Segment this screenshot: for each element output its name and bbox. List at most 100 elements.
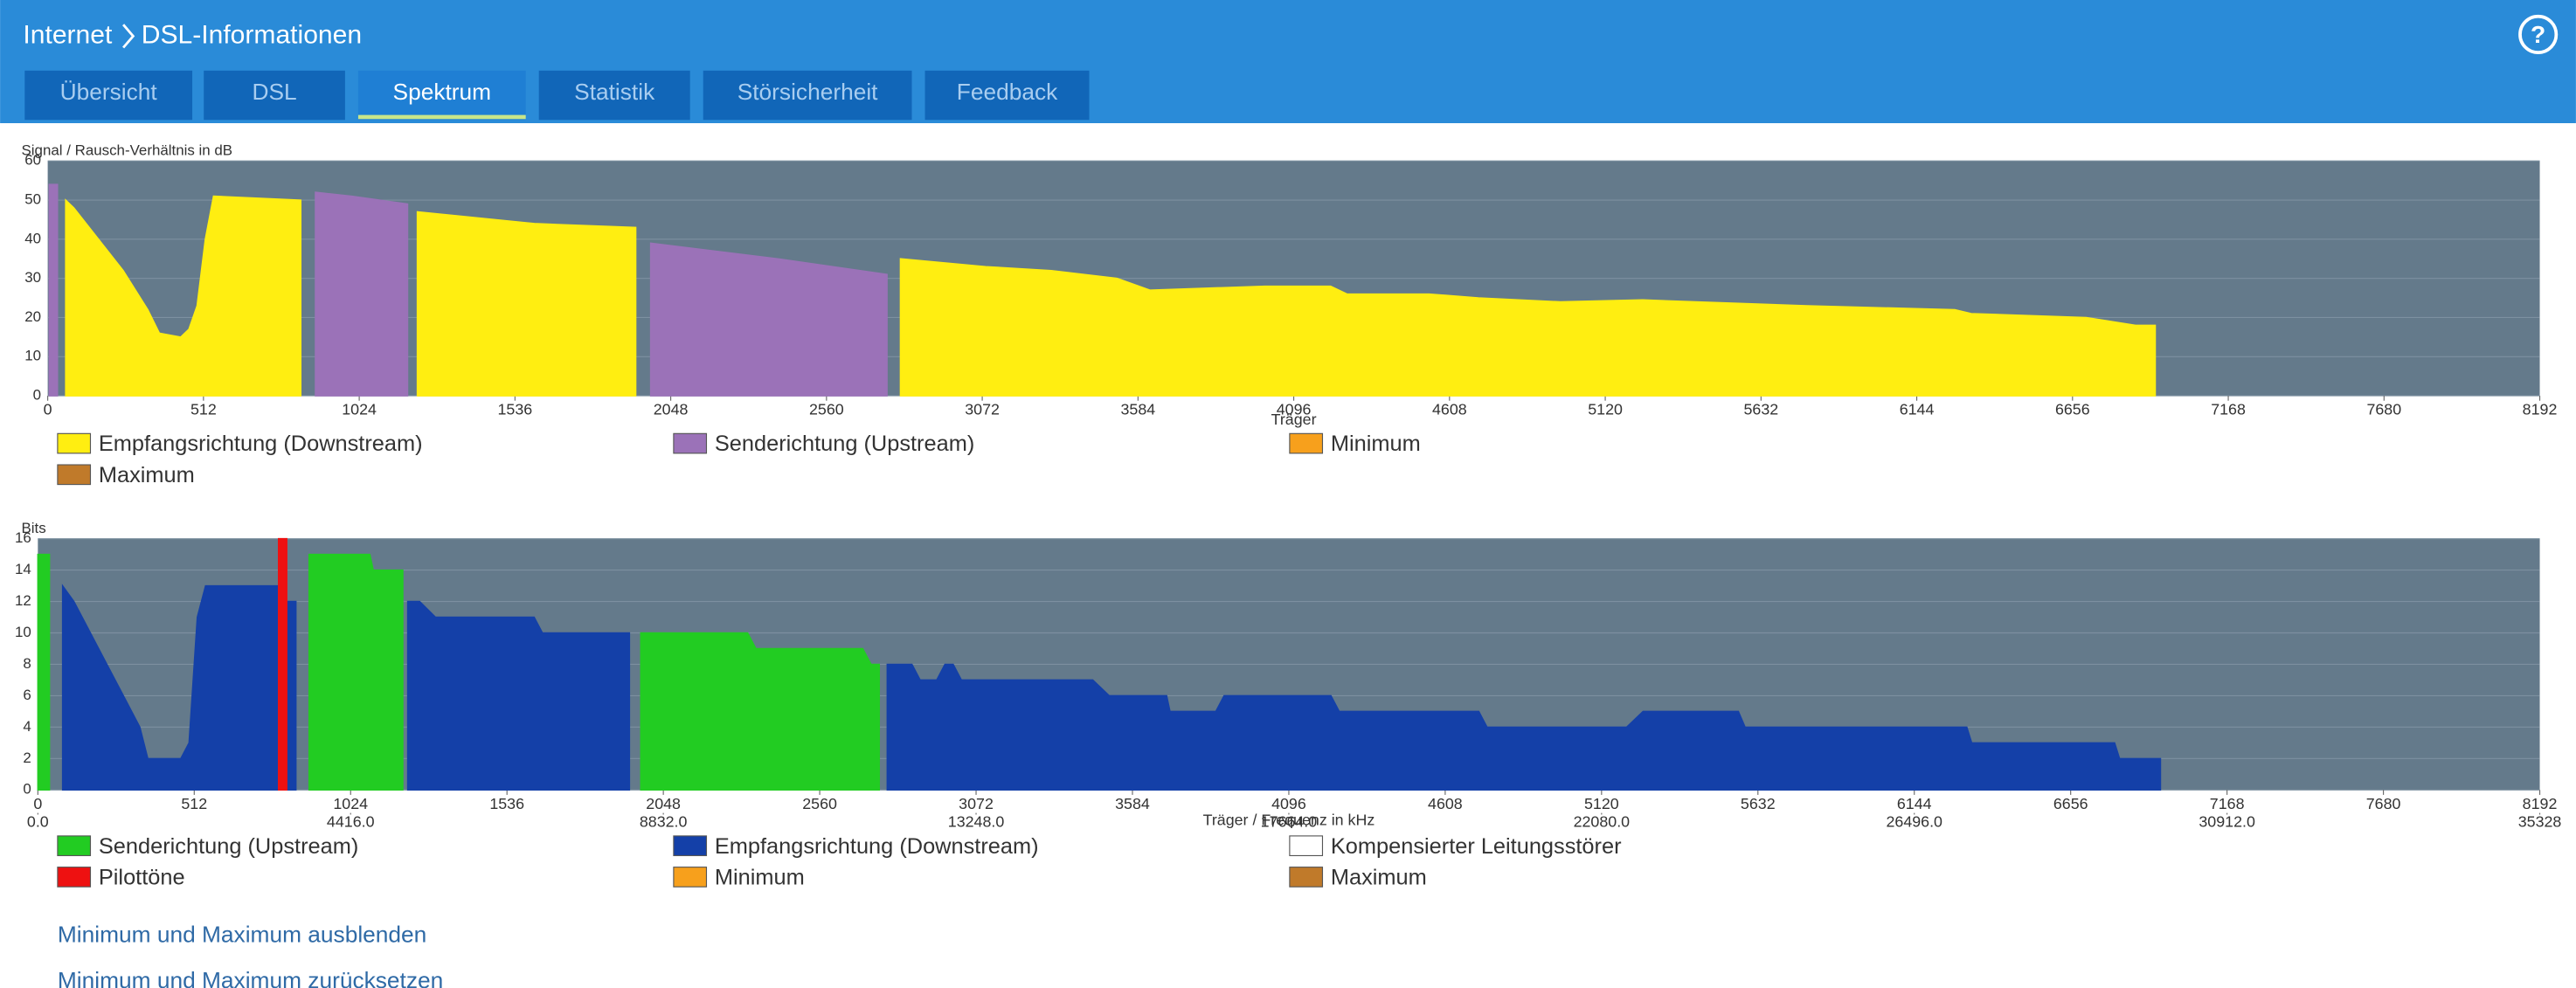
x-tick-label: 2560 — [809, 401, 844, 418]
x2-tick-label: 8832.0 — [640, 813, 688, 831]
x-tick-label: 2048 — [646, 795, 681, 812]
tab[interactable] — [703, 70, 912, 121]
legend-swatch — [673, 432, 708, 454]
x-tick-label: 512 — [181, 795, 207, 812]
x2-tick-label: 0.0 — [27, 813, 49, 831]
x-tick-label: 5632 — [1741, 795, 1776, 812]
x-tick-label: 8192 — [2523, 401, 2558, 418]
x-tick-label: 5632 — [1743, 401, 1778, 418]
x-tick-label: 5120 — [1584, 795, 1619, 812]
help-label[interactable]: ? — [2531, 20, 2545, 48]
legend-label: Maximum — [99, 463, 195, 487]
x-tick-label: 0 — [33, 795, 42, 812]
legend-label: Kompensierter Leitungsstörer — [1331, 834, 1622, 859]
help-icon[interactable] — [2518, 14, 2559, 55]
legend-swatch — [57, 432, 92, 454]
page-title: DSL-Informationen — [142, 20, 362, 49]
legend-swatch — [1289, 867, 1324, 888]
y-axis-label: Signal / Rausch-Verhältnis in dB — [22, 142, 233, 158]
x-tick-label: 6144 — [1900, 401, 1935, 418]
legend-label: Senderichtung (Upstream) — [715, 432, 974, 456]
x-tick-label: 7168 — [2210, 795, 2245, 812]
x-axis-label: Träger / Frequenz in kHz — [1203, 812, 1375, 829]
x-tick-label: 4608 — [1432, 401, 1467, 418]
series-area — [277, 537, 287, 791]
x-tick-label: 1024 — [342, 401, 377, 418]
tab-label[interactable]: Übersicht — [60, 79, 158, 105]
y-tick-label: 12 — [15, 592, 31, 609]
x-axis-label: Träger — [1271, 411, 1317, 428]
legend-label: Empfangsrichtung (Downstream) — [715, 834, 1039, 859]
y-tick-label: 8 — [23, 655, 31, 672]
legend-label: Pilottöne — [99, 865, 185, 889]
legend-swatch — [673, 867, 708, 888]
breadcrumb[interactable]: Internet — [23, 20, 113, 49]
x-tick-label: 1536 — [497, 401, 532, 418]
x2-tick-label: 30912.0 — [2199, 813, 2255, 831]
tab[interactable] — [357, 70, 526, 121]
legend-swatch — [1289, 835, 1324, 857]
x-tick-label: 7168 — [2211, 401, 2246, 418]
legend-label: Minimum — [1331, 432, 1421, 456]
x-tick-label: 4096 — [1277, 401, 1312, 418]
legend-label: Maximum — [1331, 865, 1427, 889]
x-tick-label: 1024 — [333, 795, 368, 812]
x-tick-label: 3584 — [1115, 795, 1150, 812]
legend-swatch — [673, 835, 708, 857]
tab[interactable] — [24, 70, 193, 121]
x-tick-label: 4096 — [1271, 795, 1306, 812]
x-tick-label: 7680 — [2366, 401, 2401, 418]
tab-label[interactable]: DSL — [252, 79, 296, 105]
tab-underline — [357, 114, 526, 120]
tab-label[interactable]: Statistik — [574, 79, 655, 105]
x-tick-label: 512 — [190, 401, 217, 418]
x2-tick-label: 35328 — [2518, 813, 2562, 831]
x-tick-label: 3072 — [965, 401, 1000, 418]
tab-label[interactable]: Spektrum — [393, 79, 492, 105]
y-tick-label: 2 — [23, 750, 31, 766]
legend-swatch — [1289, 432, 1324, 454]
x-tick-label: 1536 — [489, 795, 524, 812]
y-tick-label: 14 — [15, 561, 31, 577]
y-tick-label: 16 — [15, 529, 31, 546]
x-tick-label: 4608 — [1428, 795, 1463, 812]
x-tick-label: 6656 — [2053, 795, 2088, 812]
tab[interactable] — [204, 70, 345, 121]
x-tick-label: 6656 — [2055, 401, 2090, 418]
legend-label: Senderichtung (Upstream) — [99, 834, 358, 859]
x-tick-label: 2560 — [802, 795, 837, 812]
tab[interactable] — [924, 70, 1090, 121]
tab-label[interactable]: Störsicherheit — [737, 79, 878, 105]
x-tick-label: 3584 — [1120, 401, 1155, 418]
link[interactable]: Minimum und Maximum ausblenden — [58, 922, 426, 948]
y-tick-label: 60 — [24, 152, 41, 169]
y-tick-label: 20 — [24, 308, 41, 325]
x2-tick-label: 26496.0 — [1886, 813, 1942, 831]
y-tick-label: 50 — [24, 191, 41, 208]
y-tick-label: 0 — [33, 387, 41, 404]
x-tick-label: 0 — [44, 401, 52, 418]
charts: Signal / Rausch-Verhältnis in dB01020304… — [15, 142, 2561, 889]
link[interactable]: Minimum und Maximum zurücksetzen — [58, 967, 443, 988]
legend-label: Minimum — [715, 865, 805, 889]
x2-tick-label: 4416.0 — [327, 813, 375, 831]
y-tick-label: 6 — [23, 687, 31, 703]
x-tick-label: 5120 — [1588, 401, 1623, 418]
legend-swatch — [57, 835, 92, 857]
x-tick-label: 7680 — [2366, 795, 2401, 812]
tab-label[interactable]: Feedback — [957, 79, 1058, 105]
y-tick-label: 10 — [15, 624, 31, 640]
series-area — [48, 183, 888, 397]
x2-tick-label: 17664.0 — [1261, 813, 1318, 831]
y-tick-label: 0 — [23, 781, 31, 798]
y-tick-label: 10 — [24, 348, 41, 364]
y-tick-label: 4 — [23, 718, 31, 735]
tab[interactable] — [538, 70, 690, 121]
y-tick-label: 40 — [24, 230, 41, 246]
legend-swatch — [57, 464, 92, 486]
x2-tick-label: 13248.0 — [948, 813, 1005, 831]
breadcrumb-chevron — [122, 24, 135, 49]
series-area — [37, 553, 880, 791]
